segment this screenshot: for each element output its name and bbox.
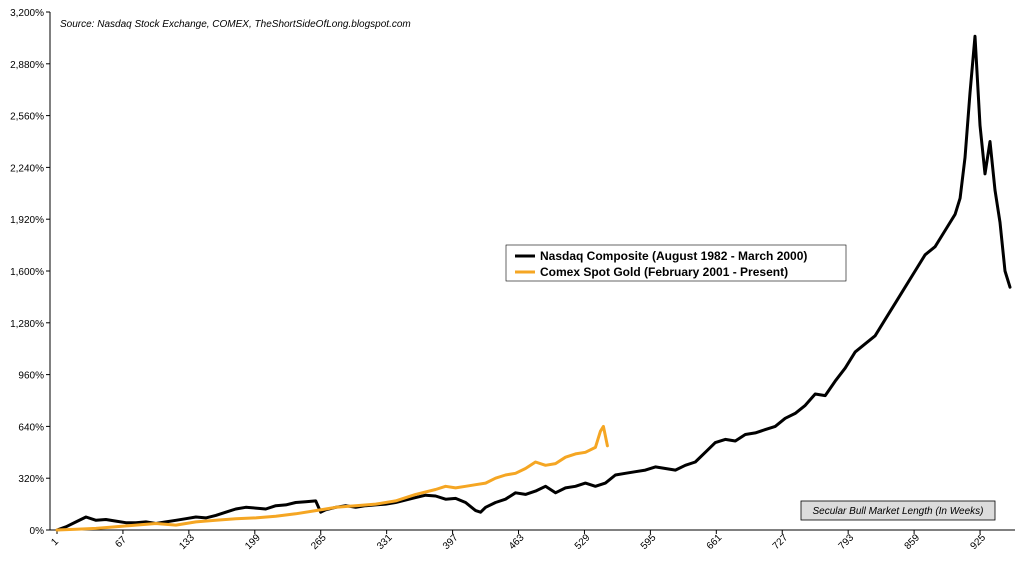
series-layer xyxy=(55,34,1012,532)
y-tick-label: 1,600% xyxy=(10,267,44,278)
legend-label-nasdaq: Nasdaq Composite (August 1982 - March 20… xyxy=(540,249,807,263)
x-axis-title: Secular Bull Market Length (In Weeks) xyxy=(812,506,983,517)
series-line-nasdaq xyxy=(55,34,1012,532)
y-tick-label: 2,560% xyxy=(10,112,44,123)
x-tick-label: 529 xyxy=(573,532,593,552)
x-tick-label: 265 xyxy=(309,532,329,552)
legend-label-gold: Comex Spot Gold (February 2001 - Present… xyxy=(540,265,788,279)
x-axis-title-box: Secular Bull Market Length (In Weeks) xyxy=(800,500,996,521)
x-tick-label: 1 xyxy=(49,536,61,548)
chart-source: Source: Nasdaq Stock Exchange, COMEX, Th… xyxy=(60,19,411,30)
y-tick-label: 0% xyxy=(30,526,45,537)
y-tick-label: 320% xyxy=(18,474,44,485)
y-tick-label: 960% xyxy=(18,371,44,382)
x-tick-label: 67 xyxy=(113,534,129,550)
x-tick-label: 661 xyxy=(705,532,725,552)
x-tick-label: 859 xyxy=(903,532,923,552)
y-tick-label: 3,200% xyxy=(10,8,44,19)
y-tick-label: 2,880% xyxy=(10,60,44,71)
x-tick-label: 331 xyxy=(375,532,395,552)
x-tick-label: 397 xyxy=(441,532,461,552)
x-tick-label: 463 xyxy=(507,532,527,552)
y-tick-label: 1,280% xyxy=(10,319,44,330)
x-axis: 1 67 133 199 265 331 397 463 529 595 661 727 793 859 9… xyxy=(49,530,988,552)
y-tick-label: 2,240% xyxy=(10,163,44,174)
x-tick-label: 727 xyxy=(771,532,791,552)
x-tick-label: 199 xyxy=(243,532,263,552)
y-tick-label: 1,920% xyxy=(10,215,44,226)
x-tick-label: 595 xyxy=(639,532,659,552)
x-tick-label: 925 xyxy=(968,532,988,552)
x-tick-label: 133 xyxy=(177,532,197,552)
y-tick-label: 640% xyxy=(18,422,44,433)
series-line-gold xyxy=(55,424,609,532)
legend: Nasdaq Composite (August 1982 - March 20… xyxy=(505,244,847,282)
x-tick-label: 793 xyxy=(837,532,857,552)
y-axis: 0% 320% 640% 960% 1,280% 1,600% 1,920% 2,240% 2,… xyxy=(10,8,50,537)
